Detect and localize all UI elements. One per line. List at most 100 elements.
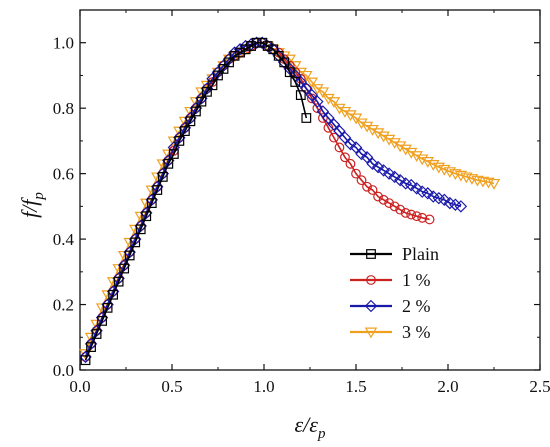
series-plain [80,37,312,366]
data-point [228,46,241,59]
data-point [246,41,257,51]
x-tick-label: 1.5 [345,377,366,396]
data-point [284,67,295,78]
data-point [417,212,428,223]
data-point [311,84,324,95]
svg-text:ε/εp: ε/εp [295,412,326,442]
data-point [327,118,341,131]
data-point [295,90,306,100]
data-point [338,131,352,144]
data-point [382,167,396,180]
data-point [112,272,125,285]
data-point [360,121,374,133]
data-point [388,138,401,149]
data-point [290,77,301,87]
data-point [106,285,120,298]
data-point [213,70,223,81]
data-point [97,316,107,326]
legend-marker [364,299,378,313]
data-point [322,111,335,125]
data-point [305,88,319,102]
data-point [322,93,335,105]
data-point [356,175,367,186]
data-point [454,200,468,213]
data-point [80,355,91,366]
svg-text:f/fp: f/fp [17,192,47,218]
legend-marker [366,275,376,285]
data-point [140,206,153,220]
data-point [406,209,417,220]
y-axis-title-sub: p [31,192,47,201]
data-point [262,41,273,51]
data-point [382,134,396,146]
data-point [438,164,451,176]
data-point [443,167,457,179]
data-point [366,157,379,171]
data-point [400,208,411,218]
legend-item: Plain [350,244,439,264]
data-point [410,151,423,163]
data-point [355,147,368,161]
data-point [333,103,346,115]
y-tick-label: 0.2 [53,296,74,315]
data-point [366,124,379,136]
data-point [301,113,312,123]
data-point [355,118,368,130]
legend-item: 1 % [350,270,431,290]
data-point [273,50,284,61]
data-point [156,167,170,180]
legend-marker [366,249,376,259]
data-point [405,147,418,159]
data-point [327,97,341,109]
data-point [257,37,268,48]
axes: 0.0 0.5 1.0 1.5 2.0 2.5 0.0 0.2 0.4 0.6 0.8 1.0 [53,9,550,396]
data-point [224,57,234,68]
data-point [373,191,383,202]
data-point [235,47,245,58]
data-point [268,44,279,55]
y-axis-title-main: f/f [17,197,42,218]
data-point [362,181,372,192]
x-tick-label: 2.0 [437,377,458,396]
data-point [317,113,328,123]
data-point [135,224,146,235]
legend-label: 2 % [402,296,431,316]
data-point [300,82,313,95]
data-point [95,311,109,324]
data-point [377,164,390,177]
data-point [123,245,136,259]
y-axis-title: f/fp [17,192,47,218]
data-point [294,75,308,89]
data-point [250,36,263,49]
data-point [487,178,501,190]
data-point [146,198,157,208]
series-line [84,41,430,358]
data-point [395,204,406,215]
legend-marker [364,327,378,339]
x-tick-label: 1.0 [253,377,274,396]
data-point [84,337,98,351]
data-point [393,141,407,153]
data-point [410,182,423,195]
y-tick-label: 0.8 [53,99,74,118]
y-tick-label: 1.0 [53,34,74,53]
data-point [157,172,168,182]
data-point [351,168,361,179]
data-point [416,154,429,166]
data-point [91,329,102,339]
data-point [101,298,114,311]
x-axis-title-main: ε/ε [295,412,319,437]
data-point [185,116,196,127]
data-point [108,289,119,300]
data-point [334,142,345,153]
legend-label: Plain [402,244,439,264]
data-point [329,132,339,143]
data-point [344,110,357,122]
data-point [151,180,164,193]
data-point [345,158,356,169]
data-point [128,232,142,246]
data-point [239,39,252,53]
data-point [360,151,374,164]
data-point [338,106,352,118]
